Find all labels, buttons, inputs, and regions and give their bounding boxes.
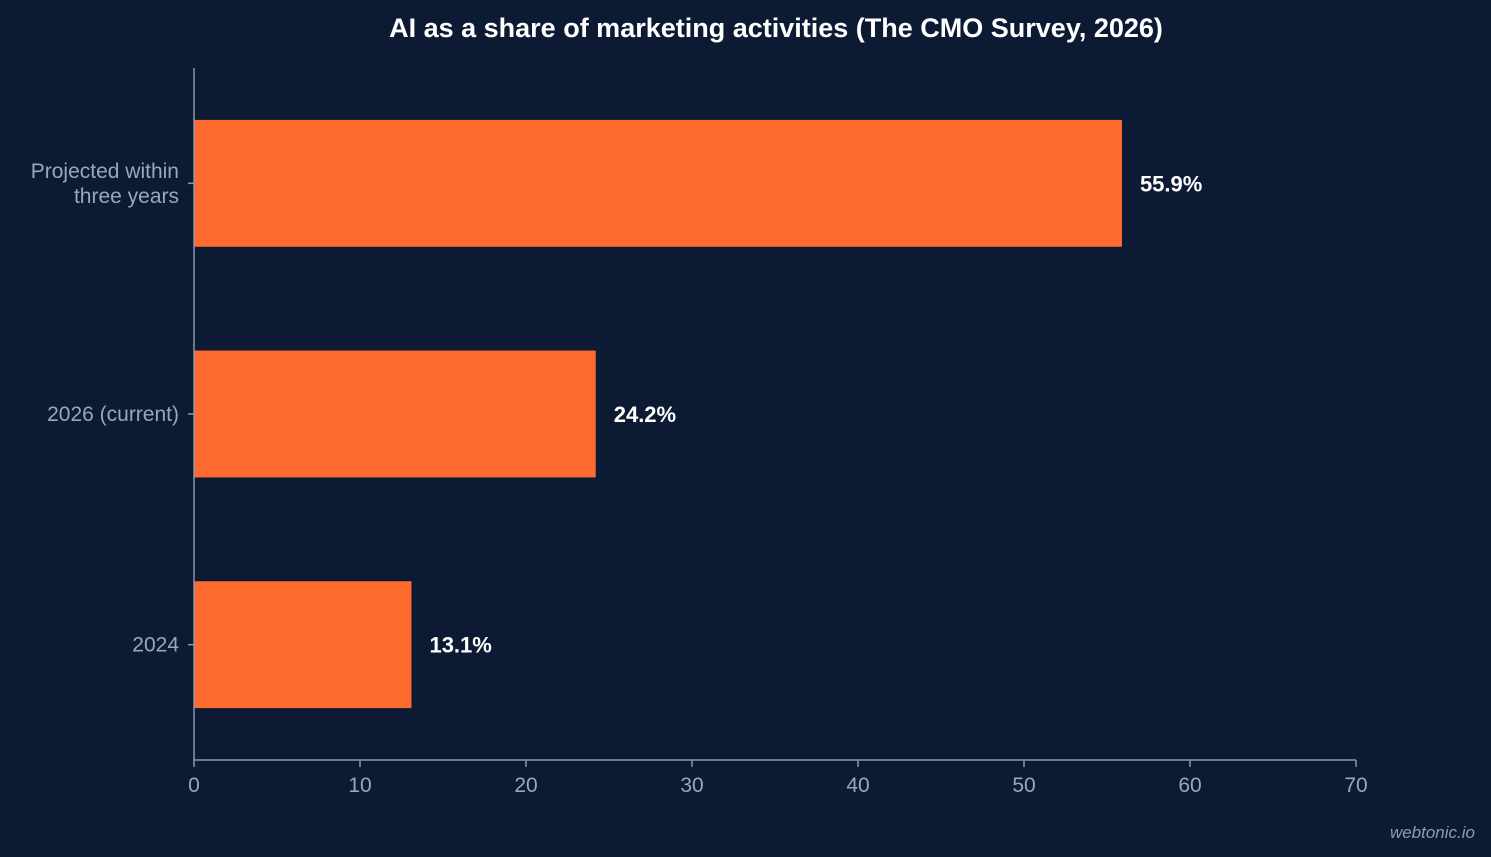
bar-0 <box>194 119 1122 247</box>
x-axis: 0 10 20 30 40 50 60 70 <box>188 759 1368 797</box>
watermark: webtonic.io <box>1389 823 1475 842</box>
x-tick-label-3: 30 <box>680 774 703 797</box>
x-tick-label-5: 50 <box>1012 774 1035 797</box>
category-label-line: three years <box>74 185 179 208</box>
category-label-0: Projected within three years <box>31 160 179 208</box>
category-label-line: 2026 (current) <box>47 403 179 426</box>
bar-2 <box>194 581 412 709</box>
x-tick-label-7: 70 <box>1344 774 1367 797</box>
data-label-2: 13.1% <box>429 633 491 658</box>
category-label-2: 2024 <box>132 634 179 657</box>
category-label-line: Projected within <box>31 160 179 183</box>
x-tick-label-4: 40 <box>846 774 869 797</box>
x-tick-label-0: 0 <box>188 774 200 797</box>
y-axis: Projected within three years 2026 (current… <box>31 68 195 760</box>
chart-title: AI as a share of marketing activities (T… <box>389 13 1163 43</box>
category-label-1: 2026 (current) <box>47 403 179 426</box>
data-label-1: 24.2% <box>614 402 676 427</box>
category-label-line: 2024 <box>132 634 179 657</box>
x-tick-label-1: 10 <box>348 774 371 797</box>
x-tick-label-6: 60 <box>1178 774 1201 797</box>
bar-1 <box>194 350 596 478</box>
data-label-0: 55.9% <box>1140 171 1202 196</box>
bars-group: 55.9% 24.2% 13.1% <box>194 119 1202 709</box>
x-tick-label-2: 20 <box>514 774 537 797</box>
